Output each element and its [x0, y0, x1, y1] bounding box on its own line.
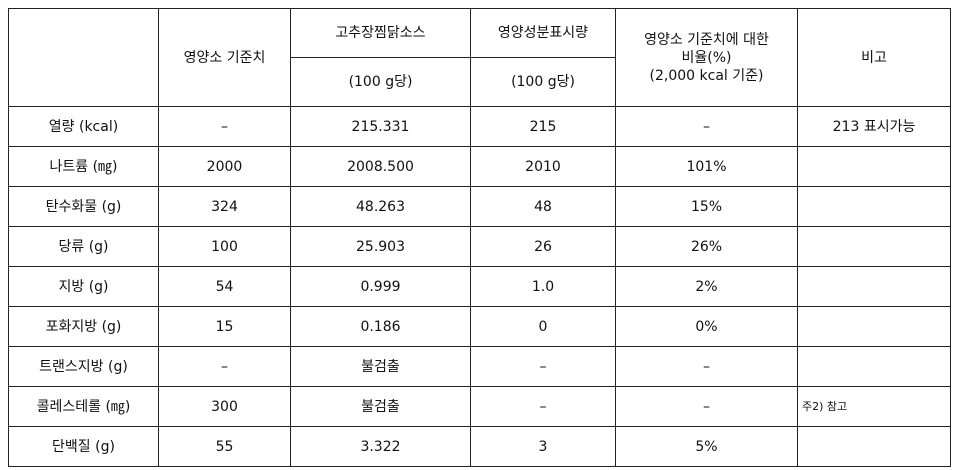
- measured-value: 48.263: [290, 186, 471, 227]
- reference-value: –: [158, 346, 291, 387]
- remark: [797, 146, 951, 187]
- row-label: 포화지방 (g): [8, 306, 159, 347]
- row-label: 나트륨 (㎎): [8, 146, 159, 187]
- table-row: 콜레스테롤 (㎎) 300 불검출 – – 주2) 참고: [8, 386, 951, 427]
- row-label: 콜레스테롤 (㎎): [8, 386, 159, 427]
- row-label: 트랜스지방 (g): [8, 346, 159, 387]
- ratio-value: 15%: [615, 186, 798, 227]
- ratio-value: 5%: [615, 426, 798, 467]
- corner-cell: [8, 8, 159, 107]
- header-cell: 고추장찜닭소스: [290, 8, 471, 58]
- remark: 213 표시가능: [797, 106, 951, 147]
- header-line: 영양소 기준치에 대한: [644, 31, 769, 48]
- reference-value: 2000: [158, 146, 291, 187]
- reference-value: 300: [158, 386, 291, 427]
- row-label: 당류 (g): [8, 226, 159, 267]
- table-header: 영양소 기준치 고추장찜닭소스 영양성분표시량 영양소 기준치에 대한 비율(%…: [8, 8, 951, 107]
- labeled-value: 48: [470, 186, 616, 227]
- header-row: (100 g당) (100 g당): [9, 57, 951, 107]
- header-cell: (100 g당): [290, 57, 471, 107]
- measured-value: 2008.500: [290, 146, 471, 187]
- header-cell: 영양소 기준치: [158, 8, 291, 107]
- remark: [797, 186, 951, 227]
- header-cell: 영양소 기준치에 대한 비율(%) (2,000 kcal 기준): [615, 8, 798, 107]
- header-cell: 비고: [797, 8, 951, 107]
- table-row: 지방 (g) 54 0.999 1.0 2%: [8, 266, 951, 307]
- remark: [797, 226, 951, 267]
- measured-value: 215.331: [290, 106, 471, 147]
- remark: 주2) 참고: [797, 386, 951, 427]
- row-label: 탄수화물 (g): [8, 186, 159, 227]
- labeled-value: 26: [470, 226, 616, 267]
- table-row: 탄수화물 (g) 324 48.263 48 15%: [8, 186, 951, 227]
- reference-value: 324: [158, 186, 291, 227]
- row-label: 열량 (kcal): [8, 106, 159, 147]
- header-line: (2,000 kcal 기준): [649, 67, 764, 84]
- ratio-value: 101%: [615, 146, 798, 187]
- labeled-value: 215: [470, 106, 616, 147]
- table-row: 당류 (g) 100 25.903 26 26%: [8, 226, 951, 267]
- row-label: 지방 (g): [8, 266, 159, 307]
- nutrition-table: 영양소 기준치 고추장찜닭소스 영양성분표시량 영양소 기준치에 대한 비율(%…: [8, 8, 951, 467]
- labeled-value: –: [470, 346, 616, 387]
- header-cell: (100 g당): [470, 57, 616, 107]
- header-cell: 영양성분표시량: [470, 8, 616, 58]
- table-row: 열량 (kcal) –215.331 215–213 표시가능: [8, 106, 951, 147]
- remark: [797, 266, 951, 307]
- ratio-value: 26%: [615, 226, 798, 267]
- ratio-value: –: [615, 346, 798, 387]
- labeled-value: 2010: [470, 146, 616, 187]
- ratio-value: –: [615, 386, 798, 427]
- reference-value: –: [158, 106, 291, 147]
- reference-value: 54: [158, 266, 291, 307]
- labeled-value: 3: [470, 426, 616, 467]
- measured-value: 25.903: [290, 226, 471, 267]
- header-line: 비율(%): [681, 49, 732, 66]
- remark: [797, 346, 951, 387]
- table-row: 포화지방 (g) 15 0.186 0 0%: [8, 306, 951, 347]
- row-label: 단백질 (g): [8, 426, 159, 467]
- table-row: 트랜스지방 (g) – 불검출 – –: [8, 346, 951, 387]
- ratio-value: 2%: [615, 266, 798, 307]
- reference-value: 100: [158, 226, 291, 267]
- remark: [797, 306, 951, 347]
- ratio-value: –: [615, 106, 798, 147]
- labeled-value: 0: [470, 306, 616, 347]
- reference-value: 55: [158, 426, 291, 467]
- labeled-value: –: [470, 386, 616, 427]
- measured-value: 0.999: [290, 266, 471, 307]
- table-row: 단백질 (g) 55 3.322 3 5%: [8, 426, 951, 467]
- table-body: 열량 (kcal) –215.331 215–213 표시가능 나트륨 (㎎) 2000…: [8, 106, 951, 467]
- labeled-value: 1.0: [470, 266, 616, 307]
- measured-value: 3.322: [290, 426, 471, 467]
- reference-value: 15: [158, 306, 291, 347]
- table-row: 나트륨 (㎎) 2000 2008.500 2010 101%: [8, 146, 951, 187]
- measured-value: 0.186: [290, 306, 471, 347]
- header-row: 영양소 기준치 고추장찜닭소스 영양성분표시량 영양소 기준치에 대한 비율(%…: [8, 8, 951, 107]
- measured-value: 불검출: [290, 386, 471, 427]
- measured-value: 불검출: [290, 346, 471, 387]
- remark: [797, 426, 951, 467]
- ratio-value: 0%: [615, 306, 798, 347]
